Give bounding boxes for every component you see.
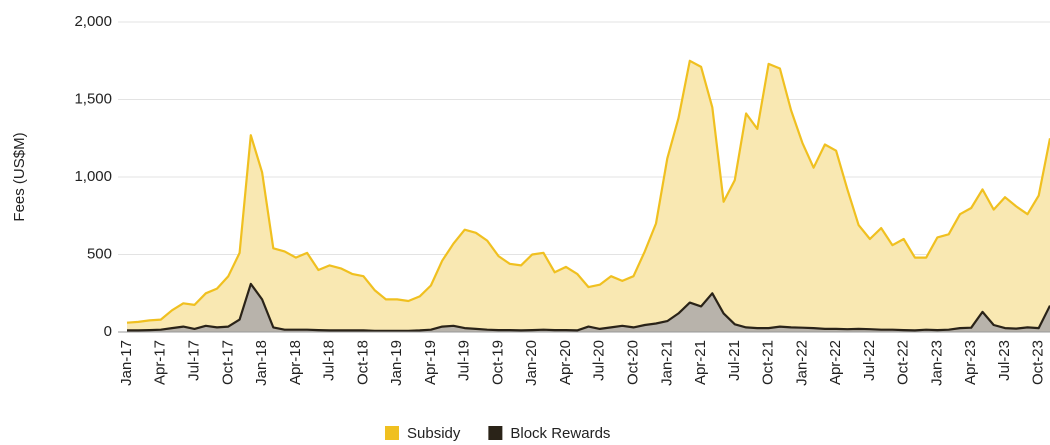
x-tick-label: Apr-20 xyxy=(557,340,574,385)
x-tick-label: Jul-17 xyxy=(186,340,203,381)
x-tick-label: Apr-18 xyxy=(287,340,304,385)
x-tick-label: Jul-19 xyxy=(456,340,473,381)
area-line xyxy=(126,59,1050,324)
x-tick-label: Jan-18 xyxy=(253,340,270,386)
x-tick-label: Jul-21 xyxy=(726,340,743,381)
x-tick-label: Jan-20 xyxy=(523,340,540,386)
x-tick-label: Apr-19 xyxy=(422,340,439,385)
x-tick-label: Jan-19 xyxy=(388,340,405,386)
legend-label: Subsidy xyxy=(407,425,461,442)
x-tick-label: Jul-23 xyxy=(996,340,1013,381)
x-tick-label: Oct-18 xyxy=(354,340,371,385)
legend-label: Block Rewards xyxy=(510,425,610,442)
x-tick-label: Oct-20 xyxy=(624,340,641,385)
y-axis-label: Fees (US$M) xyxy=(11,132,28,221)
x-tick-label: Oct-21 xyxy=(760,340,777,385)
x-tick-label: Apr-22 xyxy=(827,340,844,385)
legend-swatch xyxy=(385,426,399,440)
y-tick-label: 500 xyxy=(87,245,112,262)
x-tick-label: Jul-18 xyxy=(321,340,338,381)
area-fill xyxy=(127,60,1050,333)
x-tick-label: Jan-23 xyxy=(928,340,945,386)
x-tick-label: Oct-17 xyxy=(219,340,236,385)
x-tick-label: Jul-22 xyxy=(861,340,878,381)
area-line xyxy=(127,282,1050,332)
x-tick-label: Jan-17 xyxy=(118,340,135,386)
x-tick-label: Jan-21 xyxy=(658,340,675,386)
y-tick-label: 0 xyxy=(104,323,112,340)
x-tick-label: Jan-22 xyxy=(793,340,810,386)
x-tick-label: Apr-17 xyxy=(152,340,169,385)
y-tick-label: 1,500 xyxy=(74,90,112,107)
x-tick-label: Oct-23 xyxy=(1030,340,1047,385)
legend-swatch xyxy=(488,426,503,440)
x-tick-label: Jul-20 xyxy=(591,340,608,381)
x-tick-label: Oct-19 xyxy=(489,340,506,385)
x-tick-label: Apr-23 xyxy=(962,340,979,385)
x-tick-label: Oct-22 xyxy=(895,340,912,385)
y-tick-label: 2,000 xyxy=(74,13,112,30)
y-tick-label: 1,000 xyxy=(74,168,112,185)
x-tick-label: Apr-21 xyxy=(692,340,709,385)
